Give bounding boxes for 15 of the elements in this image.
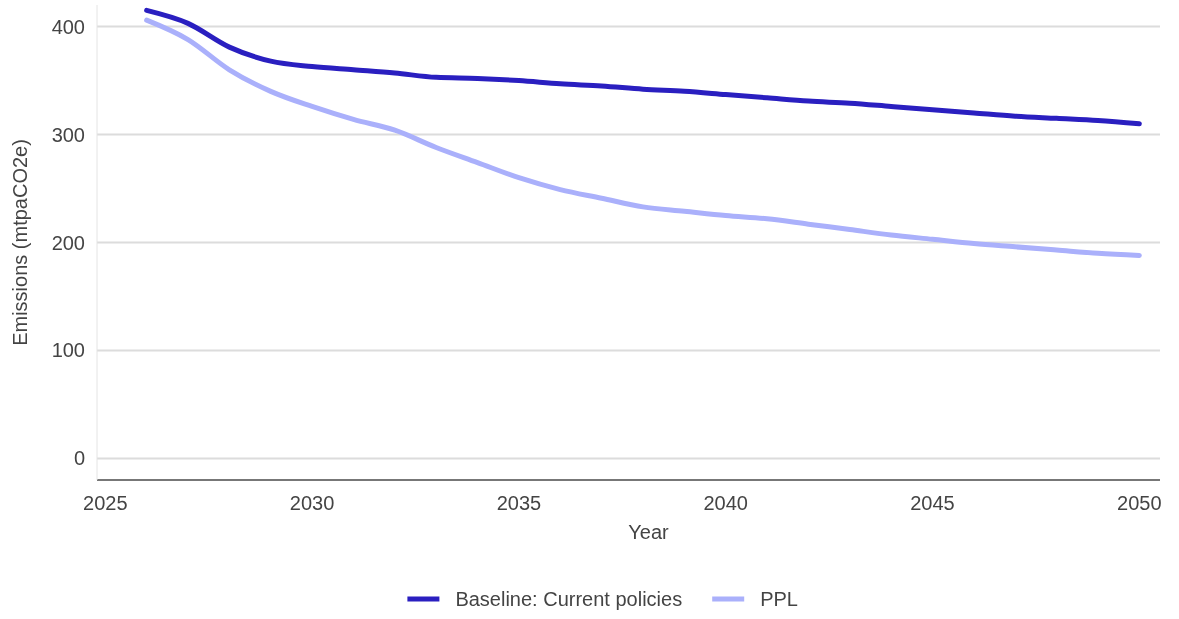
y-tick-label: 300 — [51, 123, 85, 146]
y-axis-title: Emissions (mtpaCO2e) — [9, 139, 31, 346]
y-tick-label: 400 — [51, 15, 85, 38]
y-tick-label: 0 — [73, 447, 85, 470]
y-tick-label: 200 — [51, 231, 85, 254]
x-tick-label: 2050 — [1117, 492, 1162, 514]
x-tick-label: 2025 — [83, 492, 128, 514]
legend-label: PPL — [760, 588, 799, 610]
x-axis-title: Year — [628, 521, 670, 543]
x-tick-label: 2035 — [496, 492, 542, 514]
x-tick-label: 2045 — [910, 492, 955, 514]
x-tick-label: 2040 — [703, 492, 748, 514]
y-tick-label: 100 — [51, 339, 85, 362]
x-tick-label: 2030 — [289, 492, 335, 514]
legend-label: Baseline: Current policies — [455, 588, 683, 610]
